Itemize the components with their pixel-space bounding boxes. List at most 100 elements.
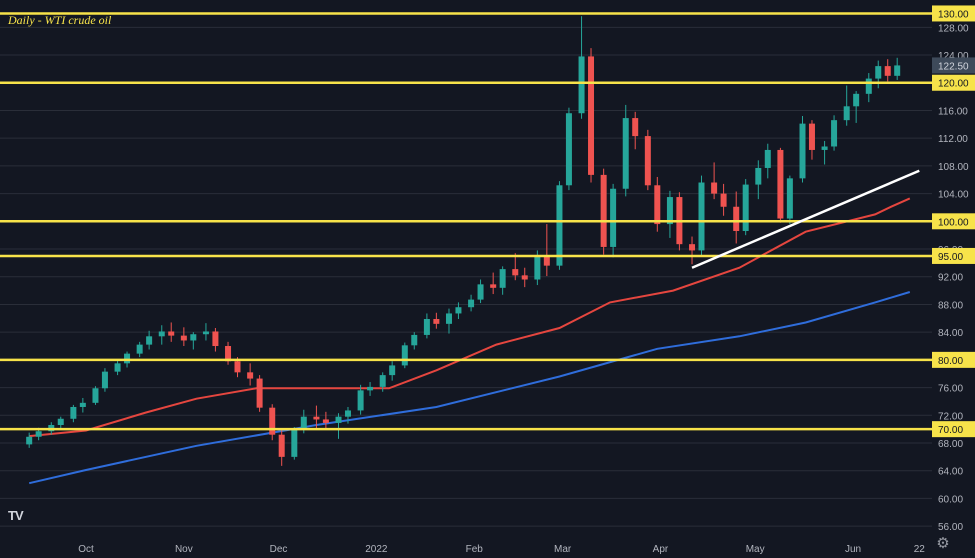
- y-tick-label: 68.00: [938, 439, 963, 450]
- x-tick-label: 22: [914, 544, 926, 555]
- gear-icon[interactable]: ⚙: [936, 535, 950, 552]
- candle: [335, 413, 342, 439]
- candle-body: [578, 56, 585, 114]
- moving-average-line: [28, 291, 911, 485]
- candle-body: [35, 431, 42, 437]
- candle-body: [401, 345, 408, 366]
- candle: [733, 191, 740, 244]
- candle: [894, 57, 901, 80]
- y-tick-label: 108.00: [938, 162, 969, 173]
- candle-body: [322, 419, 329, 423]
- candle-body: [247, 372, 254, 379]
- candle-body: [894, 65, 901, 76]
- candle-body: [543, 255, 550, 266]
- moving-averages: [28, 197, 911, 485]
- candle-body: [764, 149, 771, 168]
- candle: [512, 253, 519, 281]
- x-tick-label: Oct: [78, 544, 94, 555]
- candle: [357, 384, 364, 415]
- candle-body: [644, 136, 651, 186]
- candle-body: [565, 113, 572, 186]
- candlesticks: [26, 16, 901, 466]
- candle: [799, 116, 806, 183]
- candle-body: [786, 178, 793, 219]
- candle: [344, 406, 351, 424]
- level-label-bg: [932, 351, 975, 368]
- candle-body: [79, 402, 86, 407]
- candle-body: [313, 416, 320, 420]
- candle-body: [689, 244, 696, 251]
- candle-body: [512, 269, 519, 276]
- level-label-bg: [932, 213, 975, 230]
- candle: [269, 404, 276, 441]
- candle-body: [357, 390, 364, 411]
- candle: [26, 432, 33, 448]
- candle: [158, 325, 165, 345]
- candle: [777, 147, 784, 223]
- candle-body: [367, 386, 374, 391]
- moving-average-line: [29, 197, 911, 438]
- candle-body: [777, 149, 784, 219]
- candle: [313, 405, 320, 429]
- candle-body: [269, 407, 276, 435]
- candle: [565, 107, 572, 191]
- y-tick-label: 92.00: [938, 273, 963, 284]
- candle-body: [136, 344, 143, 354]
- candle-body: [521, 275, 528, 280]
- candle-body: [180, 335, 187, 341]
- y-tick-label: 84.00: [938, 328, 963, 339]
- candle: [490, 272, 497, 295]
- candle-body: [379, 375, 386, 387]
- candle: [278, 430, 285, 466]
- candle: [499, 266, 506, 295]
- candle: [247, 363, 254, 386]
- candle: [865, 73, 872, 103]
- candle: [291, 427, 298, 460]
- candle-body: [808, 123, 815, 150]
- x-axis: Oct Nov Dec 2022 Feb Mar Apr May Jun 22: [78, 544, 925, 555]
- x-tick-label: Dec: [270, 544, 288, 555]
- candle: [853, 91, 860, 123]
- candle-body: [146, 336, 153, 345]
- candle-body: [468, 299, 475, 308]
- candle-body: [733, 206, 740, 232]
- y-tick-label: 124.00: [938, 51, 969, 62]
- level-label-bg: [932, 247, 975, 264]
- candle-body: [234, 361, 241, 373]
- candle: [423, 313, 430, 339]
- candle-body: [26, 436, 33, 445]
- x-tick-label: 2022: [365, 544, 388, 555]
- candle-body: [600, 174, 607, 247]
- candle: [367, 382, 374, 396]
- candle-body: [212, 331, 219, 347]
- candle: [190, 332, 197, 350]
- candle: [136, 341, 143, 358]
- y-tick-label: 116.00: [938, 106, 968, 117]
- candle-body: [853, 93, 860, 107]
- candle-body: [57, 418, 64, 425]
- candle-body: [101, 371, 108, 389]
- candle: [379, 372, 386, 392]
- candle: [225, 341, 232, 365]
- candle: [322, 411, 329, 430]
- candle: [821, 140, 828, 165]
- candle: [477, 279, 484, 304]
- candle: [831, 115, 838, 151]
- candle-body: [884, 66, 891, 76]
- horizontal-levels: [0, 12, 932, 431]
- candle: [644, 129, 651, 191]
- candle: [433, 312, 440, 329]
- candle-body: [843, 106, 850, 121]
- candle: [101, 368, 108, 392]
- candle: [622, 104, 629, 197]
- level-label-bg: [932, 74, 975, 91]
- candle: [92, 386, 99, 405]
- candle: [180, 327, 187, 347]
- candle: [600, 168, 607, 255]
- candle: [689, 236, 696, 265]
- level-label: 70.00: [938, 425, 963, 436]
- candle: [875, 60, 882, 89]
- candle: [411, 332, 418, 350]
